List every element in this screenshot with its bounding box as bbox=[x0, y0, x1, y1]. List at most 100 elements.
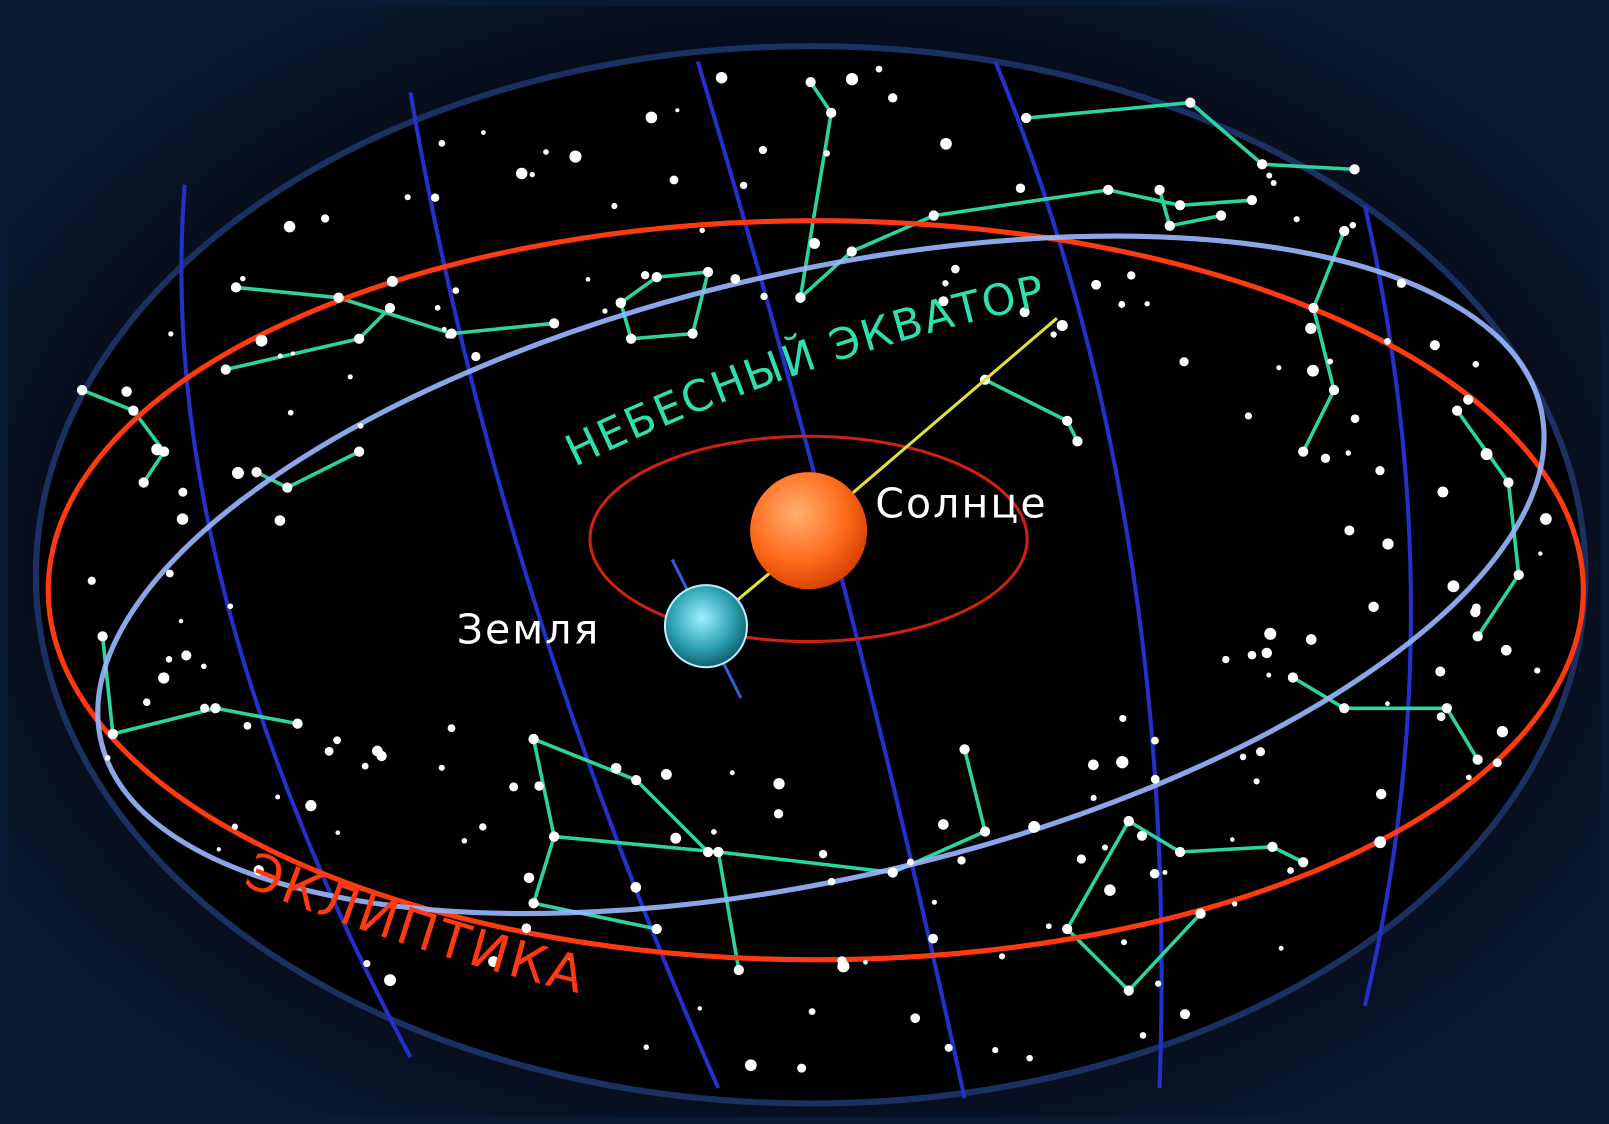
star bbox=[932, 900, 937, 905]
constellation-star bbox=[1349, 164, 1359, 174]
star bbox=[569, 150, 581, 162]
star bbox=[1151, 737, 1159, 745]
star bbox=[177, 513, 188, 524]
constellation-star bbox=[549, 318, 559, 328]
constellation-star bbox=[703, 267, 713, 277]
star bbox=[275, 794, 280, 799]
star bbox=[1472, 603, 1481, 612]
star bbox=[1345, 450, 1351, 456]
star bbox=[288, 410, 294, 416]
star bbox=[1374, 836, 1386, 848]
star bbox=[611, 203, 617, 209]
constellation-star bbox=[1298, 857, 1308, 867]
star bbox=[471, 352, 480, 361]
star bbox=[611, 763, 622, 774]
star bbox=[435, 305, 441, 311]
constellation-star bbox=[626, 334, 636, 344]
star bbox=[661, 769, 672, 780]
star bbox=[166, 656, 173, 663]
star bbox=[1230, 837, 1235, 842]
star bbox=[431, 193, 439, 201]
constellation-star bbox=[282, 482, 292, 492]
star bbox=[602, 308, 607, 313]
star bbox=[1368, 602, 1378, 612]
constellation-star bbox=[1185, 98, 1195, 108]
star bbox=[641, 271, 649, 279]
star bbox=[479, 823, 486, 830]
constellation-star bbox=[734, 965, 744, 975]
constellation-star bbox=[1329, 385, 1339, 395]
star bbox=[405, 194, 411, 200]
star bbox=[217, 847, 221, 851]
constellation-star bbox=[616, 298, 626, 308]
star bbox=[481, 130, 486, 135]
star bbox=[1026, 1055, 1033, 1062]
constellation-star bbox=[231, 282, 241, 292]
constellation-star bbox=[333, 293, 343, 303]
constellation-star bbox=[108, 729, 118, 739]
star bbox=[543, 149, 549, 155]
celestial-sphere-diagram: НЕБЕСНЫЙ ЭКВАТОР ЭКЛИПТИКА Солнце Земля bbox=[0, 0, 1609, 1124]
star bbox=[999, 953, 1005, 959]
star bbox=[462, 838, 468, 844]
star bbox=[1248, 651, 1257, 660]
constellation-star bbox=[1452, 405, 1462, 415]
star bbox=[1057, 320, 1068, 331]
constellation-star bbox=[1072, 436, 1082, 446]
star bbox=[1091, 280, 1101, 290]
star bbox=[670, 176, 679, 185]
star bbox=[1306, 634, 1317, 645]
constellation-star bbox=[528, 898, 538, 908]
constellation-star bbox=[1175, 847, 1185, 857]
constellation-star bbox=[139, 477, 149, 487]
star bbox=[819, 850, 827, 858]
constellation-star bbox=[1021, 113, 1031, 123]
constellation-star bbox=[1103, 185, 1113, 195]
star bbox=[1344, 525, 1354, 535]
star bbox=[1140, 1032, 1147, 1039]
star bbox=[1493, 758, 1502, 767]
star bbox=[1385, 701, 1390, 706]
star bbox=[1264, 628, 1276, 640]
constellation-star bbox=[1514, 570, 1524, 580]
star bbox=[1155, 980, 1161, 986]
constellation-star bbox=[128, 405, 138, 415]
star bbox=[888, 93, 897, 102]
star bbox=[291, 351, 295, 355]
star bbox=[1276, 365, 1281, 370]
star bbox=[387, 276, 398, 287]
star bbox=[992, 1047, 998, 1053]
constellation-star bbox=[847, 246, 857, 256]
constellation-star bbox=[251, 467, 261, 477]
constellation-star bbox=[713, 847, 723, 857]
constellation-star bbox=[210, 703, 220, 713]
constellation-star bbox=[528, 734, 538, 744]
star bbox=[711, 829, 717, 835]
star bbox=[384, 974, 396, 986]
constellation-star bbox=[1257, 159, 1267, 169]
star bbox=[1088, 759, 1099, 770]
star bbox=[509, 782, 518, 791]
constellation-star bbox=[806, 77, 816, 87]
star bbox=[1473, 361, 1480, 368]
constellation-star bbox=[1298, 447, 1308, 457]
star bbox=[227, 603, 233, 609]
constellation-star bbox=[1175, 200, 1185, 210]
star bbox=[325, 747, 334, 756]
star bbox=[1050, 331, 1056, 337]
constellation-star bbox=[77, 385, 87, 395]
star bbox=[1397, 279, 1406, 288]
constellation-star bbox=[1339, 703, 1349, 713]
star bbox=[121, 386, 131, 396]
star bbox=[586, 277, 591, 282]
star bbox=[809, 1008, 816, 1015]
constellation-star bbox=[1267, 842, 1277, 852]
star bbox=[1307, 365, 1319, 377]
constellation-star bbox=[631, 775, 641, 785]
constellation-star bbox=[1165, 221, 1175, 231]
star bbox=[1150, 869, 1160, 879]
star bbox=[1501, 645, 1512, 656]
star bbox=[358, 423, 364, 429]
star bbox=[942, 280, 948, 286]
star bbox=[1384, 338, 1391, 345]
